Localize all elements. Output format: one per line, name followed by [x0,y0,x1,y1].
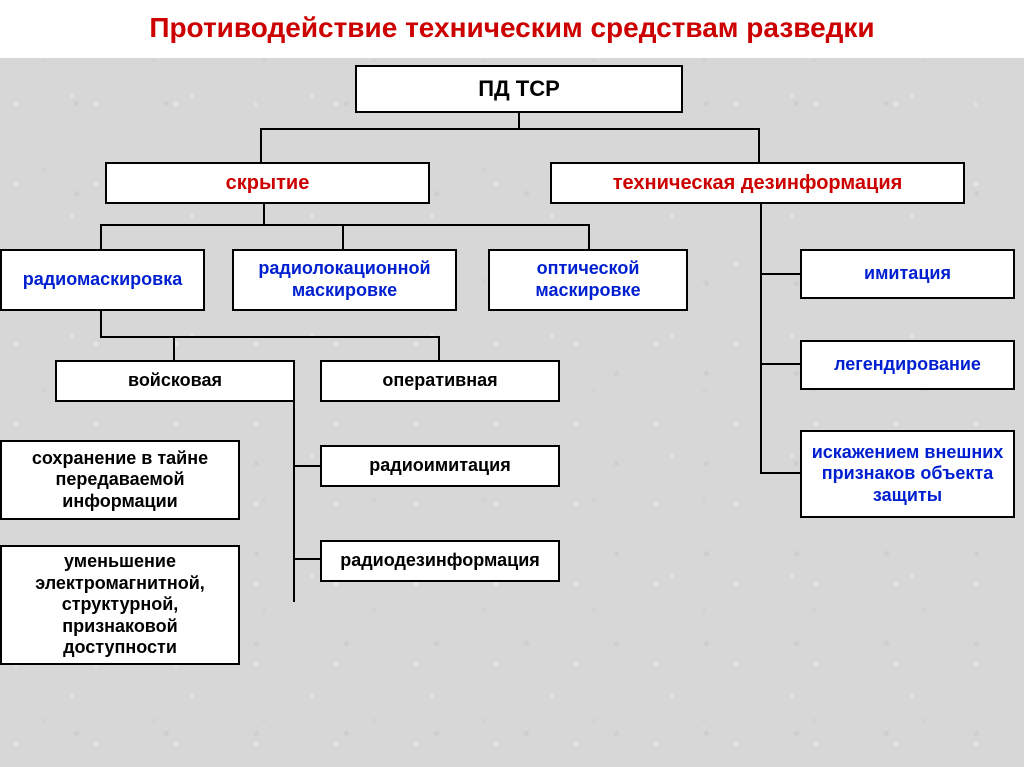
node-rloc-label: радиолокационной маскировке [240,258,449,301]
connector-0 [518,113,520,128]
connector-15 [293,558,320,560]
node-iskaz: искажением внешних признаков объекта защ… [800,430,1015,518]
node-oper-label: оперативная [382,370,497,392]
diagram-canvas: Противодействие техническим средствам ра… [0,0,1024,767]
connector-4 [263,204,265,224]
connector-16 [760,204,762,474]
node-imit-label: имитация [864,263,951,285]
node-rimit-label: радиоимитация [369,455,510,477]
connector-9 [100,311,102,336]
node-tdez: техническая дезинформация [550,162,965,204]
connector-1 [260,128,760,130]
node-rdez-label: радиодезинформация [340,550,540,572]
node-skr: скрытие [105,162,430,204]
node-rloc: радиолокационной маскировке [232,249,457,311]
node-rdez: радиодезинформация [320,540,560,582]
node-legend-label: легендирование [834,354,981,376]
connector-6 [100,224,102,249]
node-oper: оперативная [320,360,560,402]
connector-10 [100,336,440,338]
node-opt: оптической маскировке [488,249,688,311]
connector-17 [760,273,800,275]
connector-13 [293,402,295,602]
node-tdez-label: техническая дезинформация [613,171,903,195]
connector-2 [260,128,262,162]
node-voisk-label: войсковая [128,370,222,392]
connector-7 [342,224,344,249]
connector-18 [760,363,800,365]
connector-5 [100,224,590,226]
connector-19 [760,472,800,474]
node-tain-label: сохранение в тайне передаваемой информац… [8,448,232,513]
connector-11 [173,336,175,360]
connector-12 [438,336,440,360]
connector-3 [758,128,760,162]
node-legend: легендирование [800,340,1015,390]
node-voisk: войсковая [55,360,295,402]
node-root-label: ПД ТСР [478,76,560,102]
page-title: Противодействие техническим средствам ра… [0,12,1024,44]
node-rimit: радиоимитация [320,445,560,487]
node-umen: уменьшение электромагнитной, структурной… [0,545,240,665]
connector-8 [588,224,590,249]
node-tain: сохранение в тайне передаваемой информац… [0,440,240,520]
node-opt-label: оптической маскировке [496,258,680,301]
node-rmask-label: радиомаскировка [23,269,183,291]
node-root: ПД ТСР [355,65,683,113]
node-imit: имитация [800,249,1015,299]
node-umen-label: уменьшение электромагнитной, структурной… [8,551,232,659]
node-rmask: радиомаскировка [0,249,205,311]
node-skr-label: скрытие [226,171,310,195]
node-iskaz-label: искажением внешних признаков объекта защ… [808,442,1007,507]
connector-14 [293,465,320,467]
